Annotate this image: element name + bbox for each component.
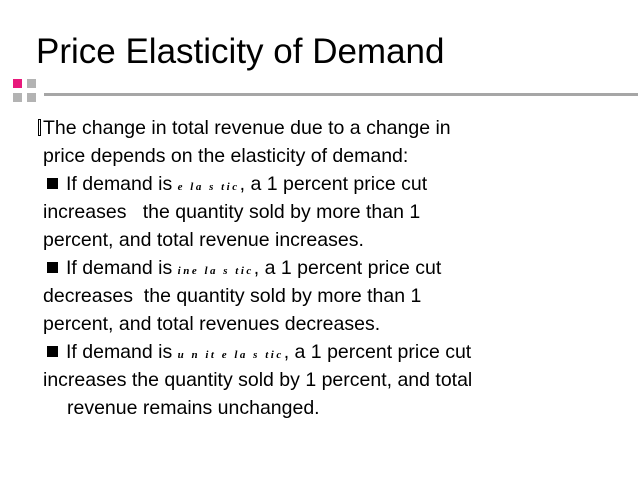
paragraph-text: The change in total revenue due to a cha…	[43, 117, 451, 139]
accent-square	[13, 79, 22, 88]
bullet-text: If demand is	[66, 173, 178, 195]
bullet-text: If demand is	[66, 257, 178, 279]
accent-square	[27, 79, 36, 88]
bullet-continuation: decreases the quantity sold by more than…	[43, 285, 422, 307]
bullet-continuation: increases the quantity sold by more than…	[43, 201, 421, 223]
bullet-text: If demand is	[66, 341, 178, 363]
bullet-term: u n it e la s tic	[177, 349, 284, 361]
bullet-continuation: increases the quantity sold by 1 percent…	[43, 369, 473, 391]
bullet-text: , a 1 percent price cut	[239, 173, 428, 195]
bullet-line: If demand is u n it e la s tic, a 1 perc…	[43, 338, 633, 366]
bullet-line: If demand is ine la s tic, a 1 percent p…	[43, 254, 633, 282]
bullet-line: If demand is e la s tic, a 1 percent pri…	[43, 170, 633, 198]
bullet-continuation: revenue remains unchanged.	[67, 397, 320, 419]
missing-glyph-icon	[38, 119, 41, 136]
paragraph-line: The change in total revenue due to a cha…	[38, 114, 633, 142]
bullet-text: , a 1 percent price cut	[253, 257, 442, 279]
accent-square	[13, 93, 22, 102]
bullet-continuation: percent, and total revenues decreases.	[43, 313, 381, 335]
bullet-term: ine la s tic	[177, 265, 254, 277]
square-bullet-icon	[47, 346, 58, 357]
square-bullet-icon	[47, 262, 58, 273]
square-bullet-icon	[47, 178, 58, 189]
slide-body: The change in total revenue due to a cha…	[38, 114, 633, 422]
slide-title: Price Elasticity of Demand	[36, 32, 445, 71]
title-divider	[44, 93, 638, 96]
bullet-text: , a 1 percent price cut	[283, 341, 472, 363]
accent-square	[27, 93, 36, 102]
bullet-term: e la s tic	[177, 181, 240, 193]
paragraph-line: price depends on the elasticity of deman…	[43, 145, 409, 167]
bullet-continuation: percent, and total revenue increases.	[43, 229, 364, 251]
